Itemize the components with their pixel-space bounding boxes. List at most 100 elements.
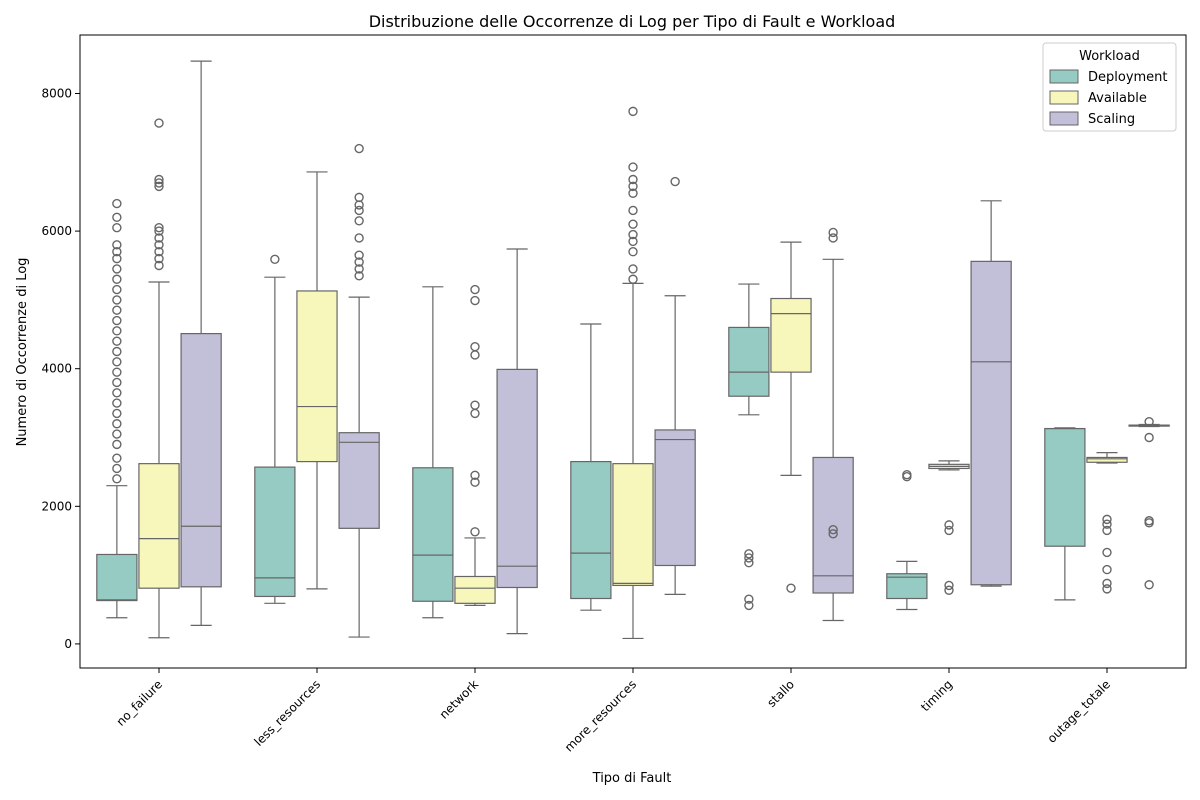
legend-entry: Deployment bbox=[1088, 70, 1168, 85]
box-iqr bbox=[612, 463, 654, 587]
box-iqr bbox=[770, 297, 812, 373]
outlier-point bbox=[112, 429, 122, 439]
y-axis: 0 2000 4000 6000 8000 bbox=[41, 86, 80, 651]
outlier-point bbox=[354, 264, 364, 274]
box-deployment-no_failure bbox=[96, 198, 138, 619]
outlier-point bbox=[354, 271, 364, 281]
box-deployment-network bbox=[412, 286, 454, 619]
outlier-point bbox=[944, 585, 954, 595]
box-scaling-outage_totale bbox=[1128, 416, 1170, 590]
box-iqr bbox=[296, 290, 338, 463]
outlier-point bbox=[112, 247, 122, 257]
x-tick-label: network bbox=[437, 677, 481, 721]
outlier-point bbox=[112, 315, 122, 326]
outlier-point bbox=[112, 284, 122, 295]
legend-entry: Scaling bbox=[1088, 112, 1135, 127]
outlier-point bbox=[112, 398, 122, 408]
box-scaling-stallo bbox=[812, 227, 854, 622]
outlier-point bbox=[628, 236, 638, 247]
outlier-point bbox=[828, 525, 838, 535]
outlier-point bbox=[744, 553, 754, 563]
outlier-point bbox=[628, 274, 638, 284]
outlier-point bbox=[112, 474, 122, 484]
outlier-point bbox=[354, 250, 364, 260]
outlier-point bbox=[1102, 547, 1112, 558]
x-tick-label: timing bbox=[918, 677, 955, 714]
legend-swatch bbox=[1049, 90, 1079, 105]
box-groups bbox=[96, 60, 1170, 640]
outlier-point bbox=[112, 377, 122, 388]
box-available-no_failure bbox=[138, 118, 180, 639]
outlier-point bbox=[628, 181, 638, 192]
outlier-point bbox=[112, 198, 122, 209]
box-deployment-timing bbox=[886, 469, 928, 611]
outlier-point bbox=[112, 419, 122, 429]
box-iqr bbox=[570, 460, 612, 600]
box-iqr bbox=[654, 429, 696, 567]
outlier-point bbox=[828, 233, 838, 243]
box-scaling-more_resources bbox=[654, 176, 696, 595]
box-available-network bbox=[454, 284, 496, 606]
x-axis-title: Tipo di Fault bbox=[592, 771, 672, 786]
outlier-point bbox=[1102, 564, 1112, 575]
outlier-point bbox=[628, 247, 638, 257]
outlier-point bbox=[744, 558, 754, 568]
outlier-point bbox=[112, 408, 122, 419]
box-iqr bbox=[1086, 456, 1128, 463]
outlier-point bbox=[628, 188, 638, 198]
outlier-point bbox=[470, 295, 480, 306]
y-tick-label: 6000 bbox=[41, 224, 72, 238]
box-available-timing bbox=[928, 460, 970, 595]
outlier-point bbox=[628, 174, 638, 185]
outlier-point bbox=[112, 253, 122, 264]
outlier-point bbox=[628, 106, 638, 117]
outlier-point bbox=[112, 453, 122, 463]
outlier-point bbox=[112, 463, 122, 474]
outlier-point bbox=[828, 227, 838, 238]
outlier-point bbox=[470, 470, 480, 481]
outlier-point bbox=[354, 233, 364, 243]
outlier-point bbox=[670, 176, 680, 187]
outlier-point bbox=[112, 305, 122, 315]
box-deployment-stallo bbox=[728, 283, 770, 611]
outlier-point bbox=[112, 274, 122, 284]
outlier-point bbox=[1102, 578, 1112, 589]
outlier-point bbox=[470, 284, 480, 295]
box-scaling-less_resources bbox=[338, 143, 380, 638]
outlier-point bbox=[786, 583, 796, 593]
outlier-point bbox=[944, 520, 954, 530]
x-tick-label: less_resources bbox=[251, 677, 323, 749]
outlier-point bbox=[744, 594, 754, 604]
legend-swatch bbox=[1049, 69, 1079, 84]
box-available-more_resources bbox=[612, 106, 654, 640]
outlier-point bbox=[154, 181, 164, 192]
box-iqr bbox=[412, 467, 454, 602]
x-tick-label: outage_totale bbox=[1045, 677, 1113, 745]
y-tick-label: 4000 bbox=[41, 362, 72, 376]
outlier-point bbox=[470, 527, 480, 537]
outlier-point bbox=[1102, 514, 1112, 525]
outlier-point bbox=[112, 439, 122, 450]
box-iqr bbox=[338, 432, 380, 529]
box-iqr bbox=[254, 466, 296, 598]
chart-title: Distribuzione delle Occorrenze di Log pe… bbox=[369, 12, 896, 31]
box-scaling-timing bbox=[970, 200, 1012, 587]
outlier-point bbox=[112, 367, 122, 377]
box-iqr bbox=[728, 326, 770, 397]
outlier-point bbox=[154, 240, 164, 250]
box-scaling-no_failure bbox=[180, 60, 222, 626]
box-iqr bbox=[970, 260, 1012, 586]
outlier-point bbox=[628, 205, 638, 216]
outlier-point bbox=[628, 219, 638, 229]
outlier-point bbox=[112, 346, 122, 357]
outlier-point bbox=[470, 350, 480, 360]
outlier-point bbox=[154, 174, 164, 185]
box-iqr bbox=[96, 553, 138, 602]
outlier-point bbox=[112, 240, 122, 250]
box-deployment-outage_totale bbox=[1044, 427, 1086, 601]
outlier-point bbox=[112, 388, 122, 398]
outlier-point bbox=[154, 118, 164, 128]
outlier-point bbox=[154, 260, 164, 271]
outlier-point bbox=[270, 254, 280, 265]
legend-frame bbox=[1042, 42, 1177, 132]
